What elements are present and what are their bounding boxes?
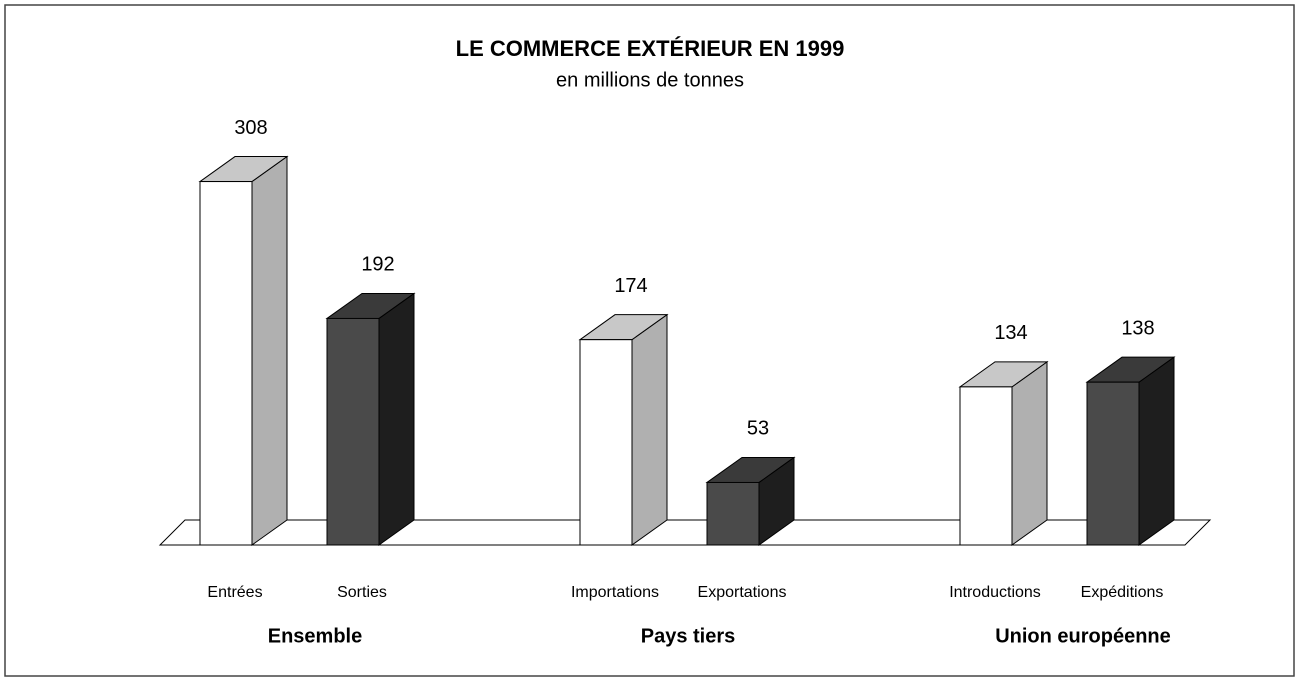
bar-side [1138,356,1175,546]
floor [158,519,1212,546]
bar [706,481,760,546]
group-label: Union européenne [995,625,1171,647]
bar-side [1011,360,1048,546]
value-label: 308 [234,117,267,139]
x-tick-label: Introductions [949,584,1041,601]
bar [579,339,633,546]
bar [326,317,380,546]
x-tick-label: Expéditions [1081,584,1164,601]
bar-side [378,292,415,546]
x-tick-label: Entrées [207,584,262,601]
x-tick-label: Sorties [337,584,387,601]
bar-side [631,313,668,546]
value-label: 134 [994,322,1027,344]
group-label: Ensemble [268,625,362,647]
group-label: Pays tiers [641,625,736,647]
chart-subtitle: en millions de tonnes [556,69,744,91]
value-label: 192 [361,254,394,276]
chart-title: LE COMMERCE EXTÉRIEUR EN 1999 [456,36,845,61]
bar [1086,381,1140,546]
x-tick-label: Importations [571,584,659,601]
bar [199,181,253,546]
bar [959,386,1013,546]
x-tick-label: Exportations [698,584,787,601]
frame [4,4,1295,677]
bar-side [251,155,288,546]
value-label: 138 [1121,317,1154,339]
value-label: 174 [614,275,647,297]
value-label: 53 [747,418,769,440]
